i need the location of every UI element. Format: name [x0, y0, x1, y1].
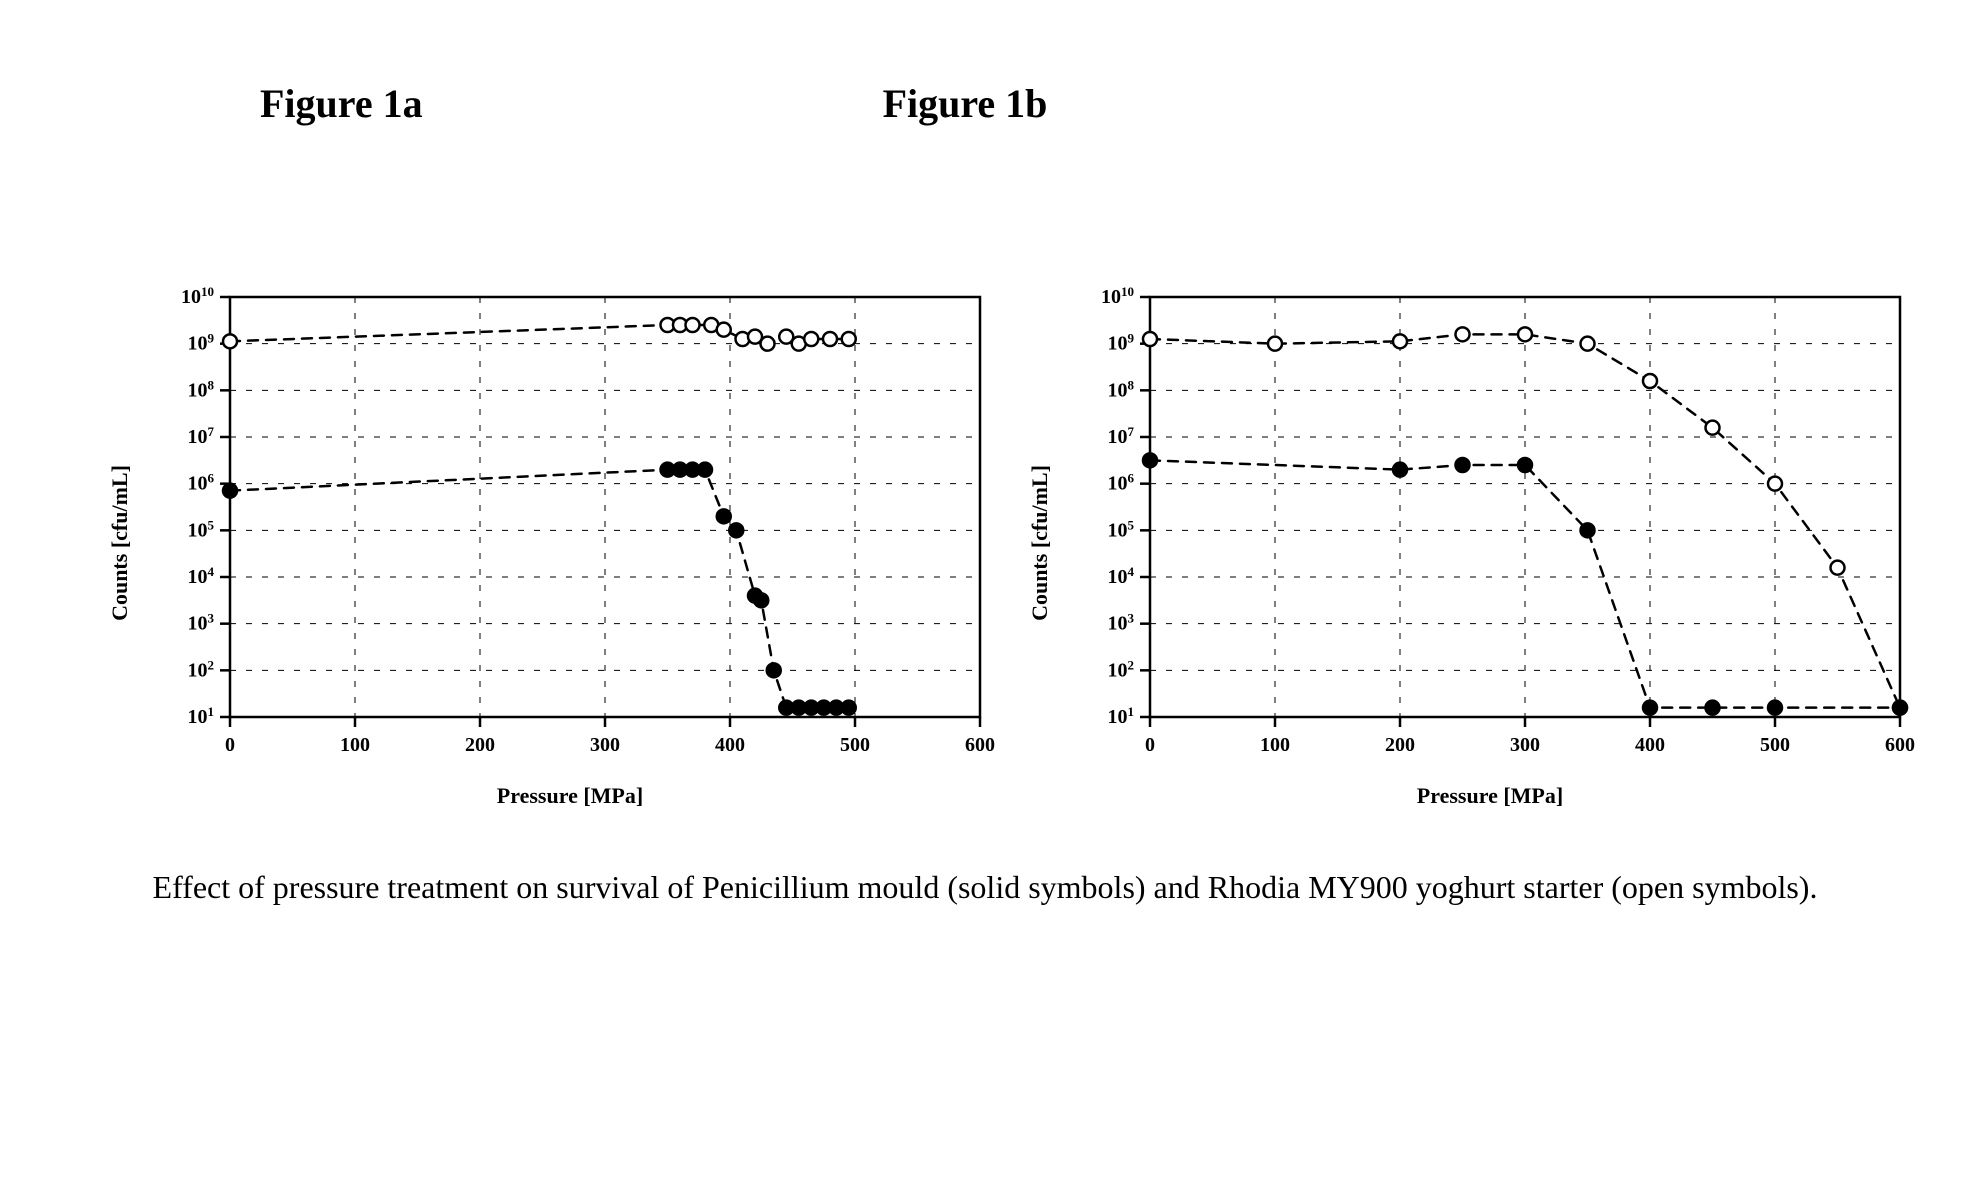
chart-a-ylabel: Counts [cfu/mL]: [107, 465, 133, 621]
chart-b-xlabel: Pressure [MPa]: [1060, 783, 1920, 809]
svg-text:200: 200: [465, 734, 495, 756]
svg-text:101: 101: [188, 704, 215, 729]
svg-text:1010: 1010: [181, 284, 214, 309]
svg-text:106: 106: [188, 470, 215, 495]
svg-text:300: 300: [590, 734, 620, 756]
svg-text:109: 109: [1108, 330, 1135, 355]
chart-a-svg: 0 100 200 300 400 500 600 101 102 103 104 105 106 107…: [140, 277, 1000, 777]
svg-text:107: 107: [188, 424, 215, 449]
svg-text:0: 0: [225, 734, 235, 756]
svg-text:101: 101: [1108, 704, 1135, 729]
svg-text:102: 102: [188, 657, 215, 682]
svg-text:103: 103: [1108, 610, 1135, 635]
svg-text:106: 106: [1108, 470, 1135, 495]
svg-text:300: 300: [1510, 734, 1540, 756]
svg-text:100: 100: [340, 734, 370, 756]
chart-b-ylabel: Counts [cfu/mL]: [1027, 465, 1053, 621]
svg-text:104: 104: [1108, 564, 1135, 589]
svg-text:103: 103: [188, 610, 215, 635]
chart-b: Counts [cfu/mL] 010020030040050060010110…: [1060, 277, 1920, 809]
figure-caption: Effect of pressure treatment on survival…: [135, 859, 1835, 917]
svg-text:108: 108: [1108, 377, 1135, 402]
figure-a-title: Figure 1a: [260, 80, 423, 127]
svg-text:400: 400: [1635, 734, 1665, 756]
svg-text:0: 0: [1145, 734, 1155, 756]
svg-text:104: 104: [188, 564, 215, 589]
chart-b-svg: 0 100 200 300 400 500 600 101 102 103 104 105 106 107…: [1060, 277, 1920, 777]
figure-b-title: Figure 1b: [883, 80, 1048, 127]
svg-text:100: 100: [1260, 734, 1290, 756]
svg-text:108: 108: [188, 377, 215, 402]
svg-text:600: 600: [1885, 734, 1915, 756]
chart-a-xlabel: Pressure [MPa]: [140, 783, 1000, 809]
svg-text:105: 105: [1108, 517, 1135, 542]
svg-text:600: 600: [965, 734, 995, 756]
svg-text:500: 500: [840, 734, 870, 756]
svg-text:400: 400: [715, 734, 745, 756]
svg-text:105: 105: [188, 517, 215, 542]
svg-text:102: 102: [1108, 657, 1135, 682]
svg-text:109: 109: [188, 330, 215, 355]
svg-text:500: 500: [1760, 734, 1790, 756]
svg-text:107: 107: [1108, 424, 1135, 449]
svg-text:1010: 1010: [1101, 284, 1134, 309]
svg-text:200: 200: [1385, 734, 1415, 756]
chart-a: Counts [cfu/mL] 010020030040050060010110…: [140, 277, 1000, 809]
